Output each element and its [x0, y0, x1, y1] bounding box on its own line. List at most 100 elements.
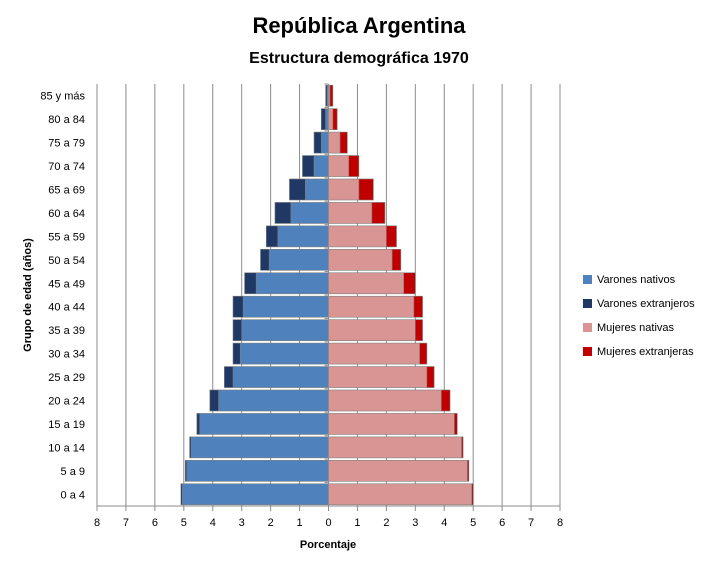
- axes: 8 7 6 5 4 3 2 1 0 1 2 3 4 5 6 7 8 0 a 4 5 a 9 10 a 14 15 a 1…: [40, 83, 563, 529]
- x-tick-label: 8: [557, 517, 563, 529]
- bar-varones-nativos: [255, 272, 329, 295]
- bar-varones-nativos: [232, 366, 329, 388]
- y-tick-label: 85 y más: [40, 91, 85, 103]
- bar-varones-nativos: [186, 460, 329, 482]
- bar-varones-extranjeros: [289, 178, 306, 201]
- x-tick-label: 0: [325, 517, 331, 529]
- bar-varones-extranjeros: [244, 272, 257, 295]
- bar-varones-extranjeros: [274, 202, 292, 224]
- legend-label: Varones nativos: [597, 274, 676, 286]
- y-axis-label: Grupo de edad (años): [22, 238, 34, 352]
- bar-mujeres-extranjeras: [461, 436, 464, 459]
- x-tick-label: 7: [123, 517, 129, 529]
- bar-varones-nativos: [190, 436, 329, 459]
- bar-varones-nativos: [305, 178, 329, 201]
- bar-varones-nativos: [182, 483, 329, 506]
- bar-mujeres-nativas: [328, 366, 428, 388]
- bar-mujeres-extranjeras: [441, 389, 451, 412]
- bar-mujeres-extranjeras: [358, 178, 374, 201]
- chart-title: República Argentina: [252, 13, 466, 38]
- x-tick-label: 7: [528, 517, 534, 529]
- x-tick-label: 1: [354, 517, 360, 529]
- bar-mujeres-extranjeras: [403, 272, 416, 295]
- x-tick-label: 4: [210, 517, 216, 529]
- bar-varones-extranjeros: [232, 342, 241, 365]
- y-tick-label: 60 a 64: [48, 208, 85, 220]
- bar-mujeres-extranjeras: [413, 295, 423, 318]
- bar-varones-nativos: [290, 202, 329, 224]
- x-tick-label: 2: [383, 517, 389, 529]
- bar-mujeres-nativas: [328, 413, 455, 435]
- bar-varones-extranjeros: [232, 295, 244, 318]
- y-tick-label: 55 a 59: [48, 231, 85, 243]
- legend-label: Varones extranjeros: [597, 298, 695, 310]
- bar-mujeres-nativas: [328, 108, 334, 130]
- legend-swatch: [583, 299, 592, 308]
- bar-varones-nativos: [277, 225, 329, 248]
- x-tick-label: 6: [152, 517, 158, 529]
- bar-mujeres-extranjeras: [419, 342, 428, 365]
- x-tick-label: 3: [239, 517, 245, 529]
- bar-mujeres-extranjeras: [454, 413, 458, 435]
- bar-mujeres-nativas: [328, 178, 360, 201]
- bar-mujeres-nativas: [328, 295, 415, 318]
- bar-varones-extranjeros: [189, 436, 192, 459]
- bar-mujeres-nativas: [328, 342, 420, 365]
- bar-varones-nativos: [320, 131, 329, 154]
- x-tick-label: 5: [470, 517, 476, 529]
- bar-varones-extranjeros: [232, 319, 242, 341]
- y-tick-label: 35 a 39: [48, 325, 85, 337]
- bar-mujeres-nativas: [328, 460, 468, 482]
- y-tick-label: 50 a 54: [48, 255, 85, 267]
- bar-mujeres-extranjeras: [467, 460, 470, 482]
- legend-label: Mujeres nativas: [597, 322, 675, 334]
- y-tick-label: 45 a 49: [48, 278, 85, 290]
- legend: Varones nativos Varones extranjeros Mujere…: [583, 274, 695, 358]
- bar-varones-extranjeros: [184, 460, 188, 482]
- bar-mujeres-extranjeras: [471, 483, 474, 506]
- bar-varones-extranjeros: [209, 389, 219, 412]
- y-tick-label: 25 a 29: [48, 372, 85, 384]
- bar-mujeres-nativas: [328, 249, 393, 271]
- bar-mujeres-nativas: [328, 389, 442, 412]
- y-tick-label: 40 a 44: [48, 302, 85, 314]
- bar-varones-nativos: [268, 249, 329, 271]
- bar-mujeres-extranjeras: [339, 131, 348, 154]
- grid-lines: [96, 84, 561, 506]
- x-axis-label: Porcentaje: [300, 539, 356, 551]
- y-tick-label: 30 a 34: [48, 349, 85, 361]
- bar-varones-extranjeros: [224, 366, 234, 388]
- x-tick-label: 3: [412, 517, 418, 529]
- bar-varones-nativos: [218, 389, 329, 412]
- bar-varones-nativos: [239, 342, 329, 365]
- bar-varones-nativos: [199, 413, 329, 435]
- x-tick-label: 5: [181, 517, 187, 529]
- bar-mujeres-extranjeras: [371, 202, 386, 224]
- y-tick-label: 5 a 9: [61, 466, 85, 478]
- y-tick-label: 70 a 74: [48, 161, 85, 173]
- bar-varones-extranjeros: [313, 131, 322, 154]
- bar-varones-extranjeros: [325, 84, 328, 107]
- y-tick-label: 65 a 69: [48, 185, 85, 197]
- x-tick-label: 8: [94, 517, 100, 529]
- bar-varones-extranjeros: [302, 155, 315, 177]
- bar-mujeres-nativas: [328, 131, 341, 154]
- legend-swatch: [583, 347, 592, 356]
- y-tick-label: 80 a 84: [48, 114, 85, 126]
- bar-varones-extranjeros: [180, 483, 183, 506]
- bar-mujeres-nativas: [328, 483, 473, 506]
- y-tick-label: 0 a 4: [61, 489, 85, 501]
- x-tick-label: 1: [297, 517, 303, 529]
- bar-mujeres-nativas: [328, 155, 350, 177]
- bar-mujeres-nativas: [328, 436, 462, 459]
- bar-varones-extranjeros: [260, 249, 270, 271]
- y-tick-label: 15 a 19: [48, 419, 85, 431]
- x-tick-label: 4: [441, 517, 447, 529]
- bar-varones-nativos: [241, 319, 329, 341]
- bar-mujeres-extranjeras: [415, 319, 423, 341]
- y-tick-label: 10 a 14: [48, 442, 85, 454]
- bar-mujeres-extranjeras: [426, 366, 435, 388]
- x-tick-label: 6: [499, 517, 505, 529]
